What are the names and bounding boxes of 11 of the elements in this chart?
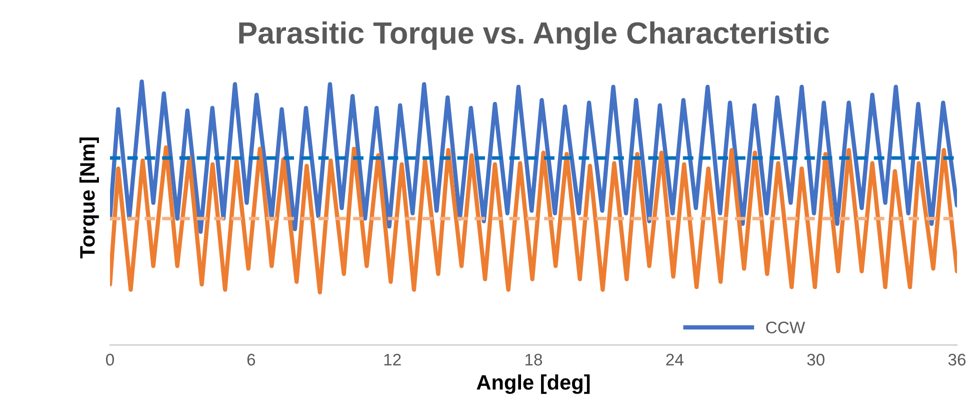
- x-tick-label: 18: [526, 354, 542, 366]
- x-tick-label: 6: [247, 354, 256, 366]
- x-tick-label: 12: [384, 354, 401, 366]
- legend-label: CCW: [766, 322, 806, 334]
- x-tick-label: 24: [666, 354, 684, 366]
- x-axis-title: Angle [deg]: [476, 374, 590, 394]
- x-tick-label: 36: [948, 354, 966, 366]
- x-tick-label: 0: [106, 354, 114, 366]
- chart-title: Parasitic Torque vs. Angle Characteristic: [239, 21, 829, 50]
- y-axis-title: Torque [Nm]: [79, 138, 99, 258]
- x-tick-label: 30: [807, 354, 824, 366]
